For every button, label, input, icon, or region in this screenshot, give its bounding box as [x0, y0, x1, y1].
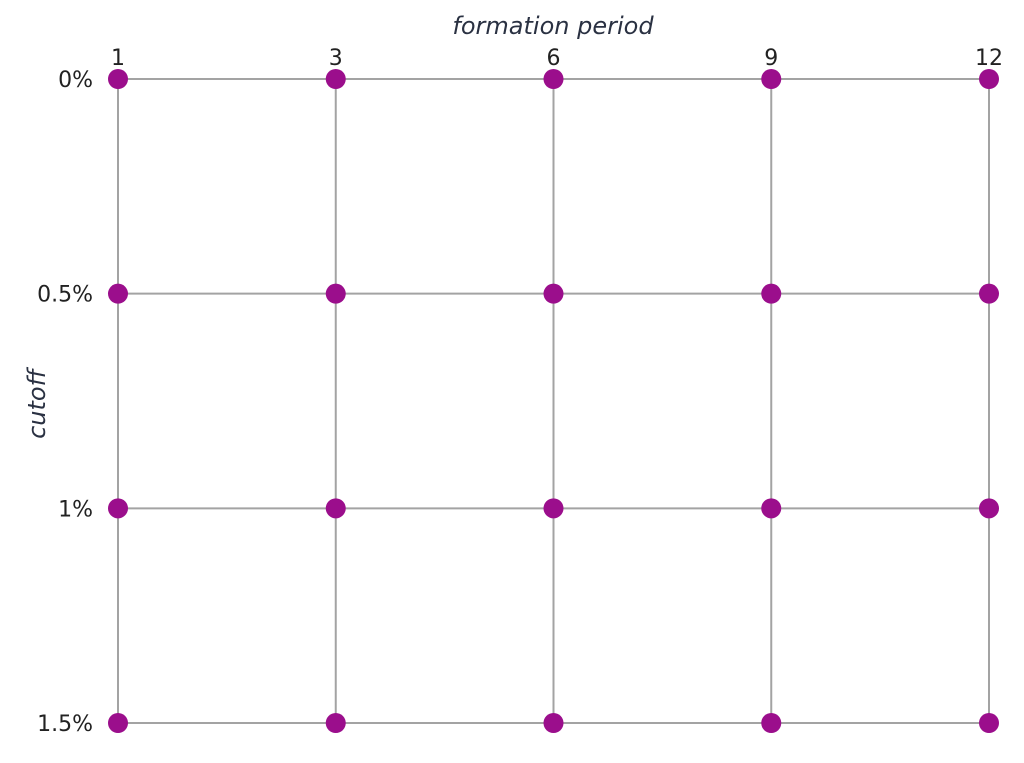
data-point	[325, 69, 346, 89]
data-point	[761, 283, 782, 304]
data-point	[543, 498, 564, 519]
y-tick-label: 0.5%	[37, 283, 93, 308]
data-point	[108, 69, 128, 89]
y-tick-label: 1.5%	[37, 712, 93, 737]
data-point	[761, 713, 782, 733]
y-tick-label: 1%	[58, 497, 93, 522]
y-axis-title: cutoff	[23, 366, 51, 439]
x-tick-label: 3	[329, 46, 343, 71]
data-point	[761, 498, 782, 519]
data-point	[108, 713, 128, 733]
grid-layer	[117, 78, 990, 724]
data-point	[979, 713, 999, 733]
data-point	[325, 713, 346, 733]
x-tick-label: 1	[111, 46, 125, 71]
y-tick-label: 0%	[58, 68, 93, 93]
marker-layer	[108, 69, 999, 733]
x-tick-label: 6	[547, 46, 561, 71]
label-layer: 1 3 6 9 12 0% 0.5% 1% 1.5%	[37, 46, 1003, 737]
data-point	[325, 283, 346, 304]
data-point	[979, 283, 999, 304]
data-point	[761, 69, 782, 89]
data-point	[979, 498, 999, 519]
data-point	[543, 283, 564, 304]
x-tick-label: 12	[975, 46, 1003, 71]
data-point	[979, 69, 999, 89]
data-point	[108, 498, 128, 519]
data-point	[325, 498, 346, 519]
data-point	[543, 69, 564, 89]
x-axis-title: formation period	[452, 12, 654, 40]
data-point	[108, 283, 128, 304]
data-point	[543, 713, 564, 733]
x-tick-label: 9	[764, 46, 778, 71]
